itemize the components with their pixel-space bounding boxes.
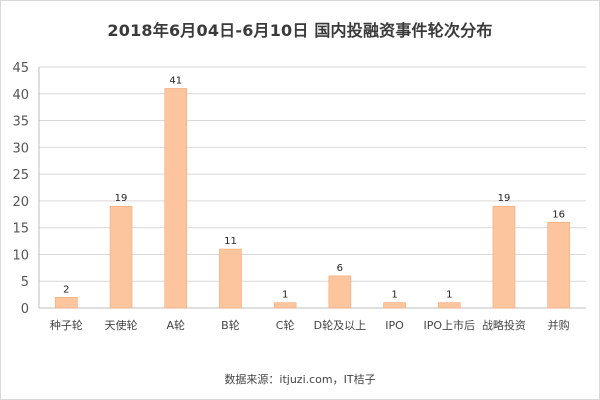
bar xyxy=(273,302,297,309)
data-label: 19 xyxy=(498,193,511,204)
bar xyxy=(547,222,570,309)
y-tick-label: 10 xyxy=(12,248,29,263)
y-tick-label: 20 xyxy=(12,195,29,210)
bar xyxy=(492,205,516,309)
data-label: 1 xyxy=(391,290,397,301)
data-label: 41 xyxy=(169,75,182,86)
y-tick-label: 35 xyxy=(12,115,29,130)
data-label: 16 xyxy=(552,209,565,220)
bar xyxy=(55,296,78,309)
y-tick-label: 30 xyxy=(12,141,29,156)
bar xyxy=(437,302,461,309)
x-tick-label: C轮 xyxy=(276,318,295,332)
y-tick-label: 45 xyxy=(12,61,29,76)
y-tick-label: 5 xyxy=(21,275,29,290)
y-tick-label: 40 xyxy=(12,88,29,103)
bar xyxy=(328,275,352,309)
x-tick-label: 并购 xyxy=(548,318,570,332)
x-tick-label: 种子轮 xyxy=(50,318,83,332)
x-tick-label: 天使轮 xyxy=(105,318,138,332)
x-tick-label: B轮 xyxy=(221,318,240,332)
data-label: 1 xyxy=(282,290,288,301)
y-tick-label: 25 xyxy=(12,168,29,183)
y-tick-label: 0 xyxy=(21,302,29,317)
data-label: 1 xyxy=(446,290,452,301)
bar xyxy=(383,302,406,309)
data-label: 6 xyxy=(337,263,343,274)
bar xyxy=(109,205,133,309)
x-tick-label: D轮及以上 xyxy=(314,318,366,332)
x-tick-label: IPO xyxy=(385,319,404,332)
bar xyxy=(219,248,242,309)
x-tick-label: IPO上市后 xyxy=(423,318,475,332)
chart-title: 2018年6月04日-6月10日 国内投融资事件轮次分布 xyxy=(107,21,493,40)
data-source-note: 数据来源：itjuzi.com，IT桔子 xyxy=(224,373,376,386)
data-label: 11 xyxy=(224,236,237,247)
y-tick-label: 15 xyxy=(12,222,29,237)
x-tick-label: A轮 xyxy=(166,318,185,332)
data-label: 2 xyxy=(63,284,69,295)
data-label: 19 xyxy=(115,193,128,204)
bar xyxy=(164,88,188,309)
x-tick-label: 战略投资 xyxy=(482,318,526,332)
